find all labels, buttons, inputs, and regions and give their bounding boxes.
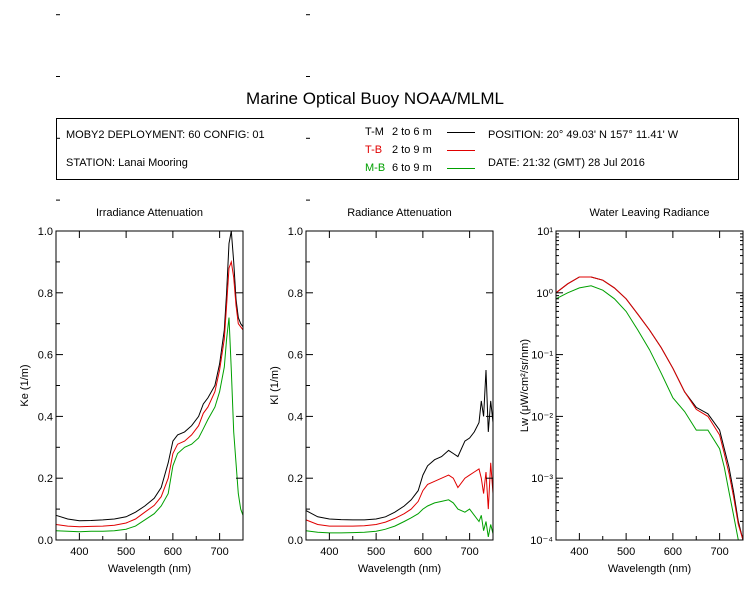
legend-range-mb: 6 to 9 m [392,162,432,174]
panel2-ylabel: Kl (1/m) [269,366,281,405]
panel1-ytick-label: 0.2 [38,473,53,485]
panel3-xlabel: Wavelength (nm) [608,563,691,575]
panel1-ytick-label: 0.6 [38,350,53,362]
panel1-ytick-label: 0.8 [38,288,53,300]
panel2-series-t-m [305,369,494,521]
panel2-ytick-label: 0.8 [288,288,303,300]
panel3-ylabel: Lw (μW/cm²/sr/nm) [519,339,531,432]
panel1-series-m-b [55,317,244,533]
station-text: STATION: Lanai Mooring [66,157,188,169]
legend-code-mb: M-B [365,162,386,174]
panel2-series-m-b [305,499,494,537]
panel3-series-t-b [555,276,744,541]
panel3-xtick-label: 400 [570,546,588,558]
chart-main-title: Marine Optical Buoy NOAA/MLML [246,89,504,108]
panel2-xtick-label: 700 [460,546,478,558]
legend-line-tm [447,132,475,133]
panel2-ytick-label: 0.4 [288,411,303,423]
legend-code-tb: T-B [365,144,383,156]
panel3-xtick-label: 500 [617,546,635,558]
panel1-ytick-label: 0.0 [38,535,53,547]
panel1-ytick-label: 1.0 [38,226,53,238]
panel2-xtick-label: 400 [320,546,338,558]
panel2-series-t-b [305,462,494,527]
panel3-ytick-label: 10⁻² [531,411,553,423]
panel3-series-t-m [555,276,744,541]
legend-range-tm: 2 to 6 m [392,126,432,138]
panel2-frame [305,230,494,541]
info-box: MOBY2 DEPLOYMENT: 60 CONFIG: 01 STATION:… [56,118,739,180]
panel1-xtick-label: 500 [117,546,135,558]
panel2-xtick-label: 500 [367,546,385,558]
legend-range-tb: 2 to 9 m [392,144,432,156]
panel1-ylabel: Ke (1/m) [19,364,31,406]
legend-line-mb [447,168,475,169]
panel2-title: Radiance Attenuation [347,207,452,219]
panel3-series-m-b [555,285,743,541]
panel1-ytick-label: 0.4 [38,411,53,423]
panel2-xlabel: Wavelength (nm) [358,563,441,575]
panel3-ytick-label: 10¹ [537,226,553,238]
panel3-ytick-label: 10⁰ [536,288,553,300]
panel1-series-t-m [55,230,244,522]
legend-code-tm: T-M [365,126,384,138]
panel3-xtick-label: 700 [710,546,728,558]
panel1-xtick-label: 600 [164,546,182,558]
panel1-title: Irradiance Attenuation [96,207,203,219]
panel2-ytick-label: 0.6 [288,350,303,362]
panel3-title: Water Leaving Radiance [589,207,709,219]
legend-line-tb [447,150,475,151]
panel2-ytick-label: 1.0 [288,226,303,238]
position-text: POSITION: 20° 49.03' N 157° 11.41' W [488,129,679,141]
panel2-ytick-label: 0.0 [288,535,303,547]
panel3-xtick-label: 600 [664,546,682,558]
date-text: DATE: 21:32 (GMT) 28 Jul 2016 [488,157,645,169]
panel2-ytick-label: 0.2 [288,473,303,485]
panel1-series-t-b [55,259,244,528]
panel2-xtick-label: 600 [414,546,432,558]
panel3-ytick-label: 10⁻³ [531,473,553,485]
deployment-text: MOBY2 DEPLOYMENT: 60 CONFIG: 01 [66,129,265,141]
panel1-xtick-label: 400 [70,546,88,558]
panel1-xtick-label: 700 [210,546,228,558]
panel3-ytick-label: 10⁻¹ [531,350,553,362]
panel1-xlabel: Wavelength (nm) [108,563,191,575]
panel3-ytick-label: 10⁻⁴ [530,535,553,547]
